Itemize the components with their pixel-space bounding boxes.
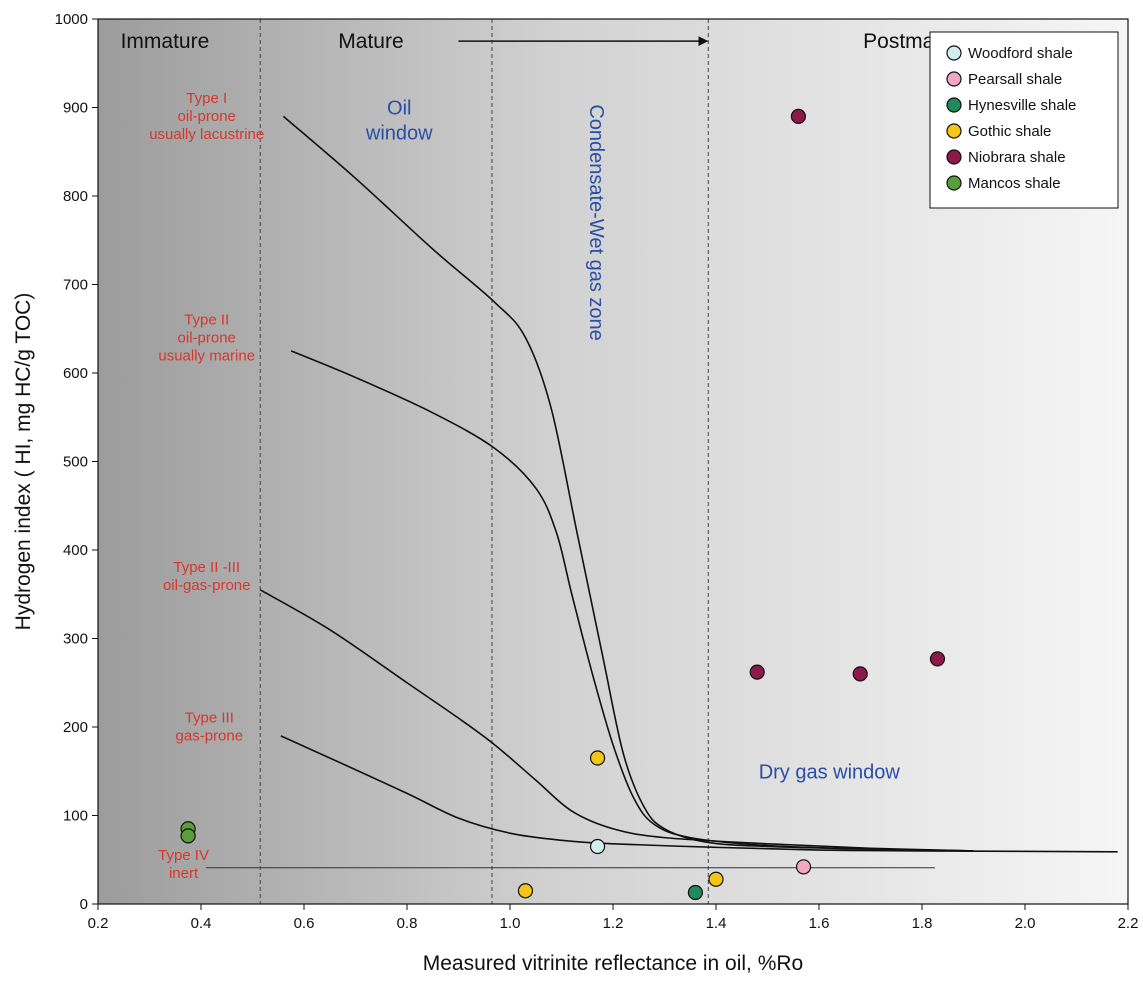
legend-marker-pearsall-shale [946, 71, 962, 87]
x-tick-label-9: 2.0 [1015, 915, 1036, 932]
zone-label-mature: Mature [338, 30, 403, 53]
y-tick-label-6: 600 [63, 365, 88, 382]
y-tick-label-8: 800 [63, 188, 88, 205]
legend-marker-hynesville-shale [946, 97, 962, 113]
legend-marker-gothic-shale [946, 123, 962, 139]
legend-label-woodford-shale: Woodford shale [968, 45, 1073, 62]
x-tick-label-0: 0.2 [88, 915, 109, 932]
data-point-niobrara-shale-1 [749, 664, 765, 680]
legend-label-pearsall-shale: Pearsall shale [968, 71, 1062, 88]
kerogen-type-label-4-line-0: Type IV [158, 847, 209, 864]
x-tick-label-5: 1.2 [603, 915, 624, 932]
condensate-wet-gas-zone-label: Condensate-Wet gas zone [585, 104, 607, 340]
kerogen-type-label-0-line-1: oil-prone [178, 108, 236, 125]
x-tick-label-8: 1.8 [912, 915, 933, 932]
window-label-1: Dry gas window [759, 761, 901, 783]
kerogen-type-label-0-line-2: usually lacustrine [149, 126, 264, 143]
y-tick-label-9: 900 [63, 100, 88, 117]
data-point-gothic-shale-1 [517, 883, 534, 899]
legend-box [929, 31, 1119, 209]
y-tick-label-4: 400 [63, 542, 88, 559]
y-tick-label-3: 300 [63, 631, 88, 648]
kerogen-type-label-1-line-2: usually marine [158, 347, 255, 364]
kerogen-type-label-1-line-0: Type II [184, 311, 229, 328]
legend-label-niobrara-shale: Niobrara shale [968, 149, 1066, 166]
data-point-pearsall-shale-0 [795, 859, 812, 875]
x-tick-label-3: 0.8 [397, 915, 418, 932]
data-point-gothic-shale-0 [589, 750, 606, 766]
legend-label-hynesville-shale: Hynesville shale [968, 97, 1076, 114]
kerogen-type-label-3-line-1: gas-prone [176, 728, 244, 745]
window-label-0: Oil window [365, 98, 433, 145]
window-label-0-line-0: Oil [387, 98, 411, 120]
x-axis-title: Measured vitrinite reflectance in oil, %… [423, 952, 804, 975]
data-point-hynesville-shale-0 [687, 884, 704, 901]
x-tick-label-4: 1.0 [500, 915, 521, 932]
kerogen-type-label-0-line-0: Type I [186, 90, 227, 107]
x-tick-label-7: 1.6 [809, 915, 830, 932]
legend-label-gothic-shale: Gothic shale [968, 123, 1051, 140]
x-tick-label-1: 0.4 [191, 915, 212, 932]
kerogen-type-label-1-line-1: oil-prone [178, 329, 236, 346]
kerogen-type-label-2-line-1: oil-gas-prone [163, 577, 251, 594]
kerogen-curve-type-i [282, 115, 974, 852]
y-tick-label-5: 500 [63, 454, 88, 471]
kerogen-type-label-2-line-0: Type II -III [173, 559, 240, 576]
legend-marker-mancos-shale [946, 175, 962, 191]
x-tick-label-10: 2.2 [1118, 915, 1139, 932]
kerogen-type-label-4-line-1: inert [169, 865, 199, 882]
y-tick-label-0: 0 [80, 896, 88, 913]
data-point-niobrara-shale-3 [929, 651, 946, 667]
y-tick-label-1: 100 [63, 808, 88, 825]
y-tick-label-2: 200 [63, 719, 88, 736]
x-tick-label-6: 1.4 [706, 915, 727, 932]
kerogen-curve-type-ii-iii [259, 589, 974, 852]
y-tick-label-7: 700 [63, 277, 88, 294]
kerogen-type-label-3-line-0: Type III [185, 710, 234, 727]
y-axis-title: Hydrogen index ( HI, mg HC/g TOC) [12, 293, 35, 631]
y-tick-label-10: 1000 [55, 11, 88, 28]
data-point-niobrara-shale-0 [790, 108, 807, 124]
data-point-gothic-shale-2 [708, 871, 724, 887]
data-point-woodford-shale-0 [589, 838, 606, 855]
legend-marker-woodford-shale [946, 45, 962, 61]
data-point-mancos-shale-1 [180, 828, 196, 844]
kerogen-curve-type-ii [290, 350, 974, 852]
data-point-niobrara-shale-2 [852, 666, 868, 682]
zone-label-immature: Immature [121, 30, 210, 53]
x-tick-label-2: 0.6 [294, 915, 315, 932]
legend-marker-niobrara-shale [946, 149, 962, 165]
window-label-0-line-1: window [365, 123, 433, 145]
legend-label-mancos-shale: Mancos shale [968, 175, 1061, 192]
